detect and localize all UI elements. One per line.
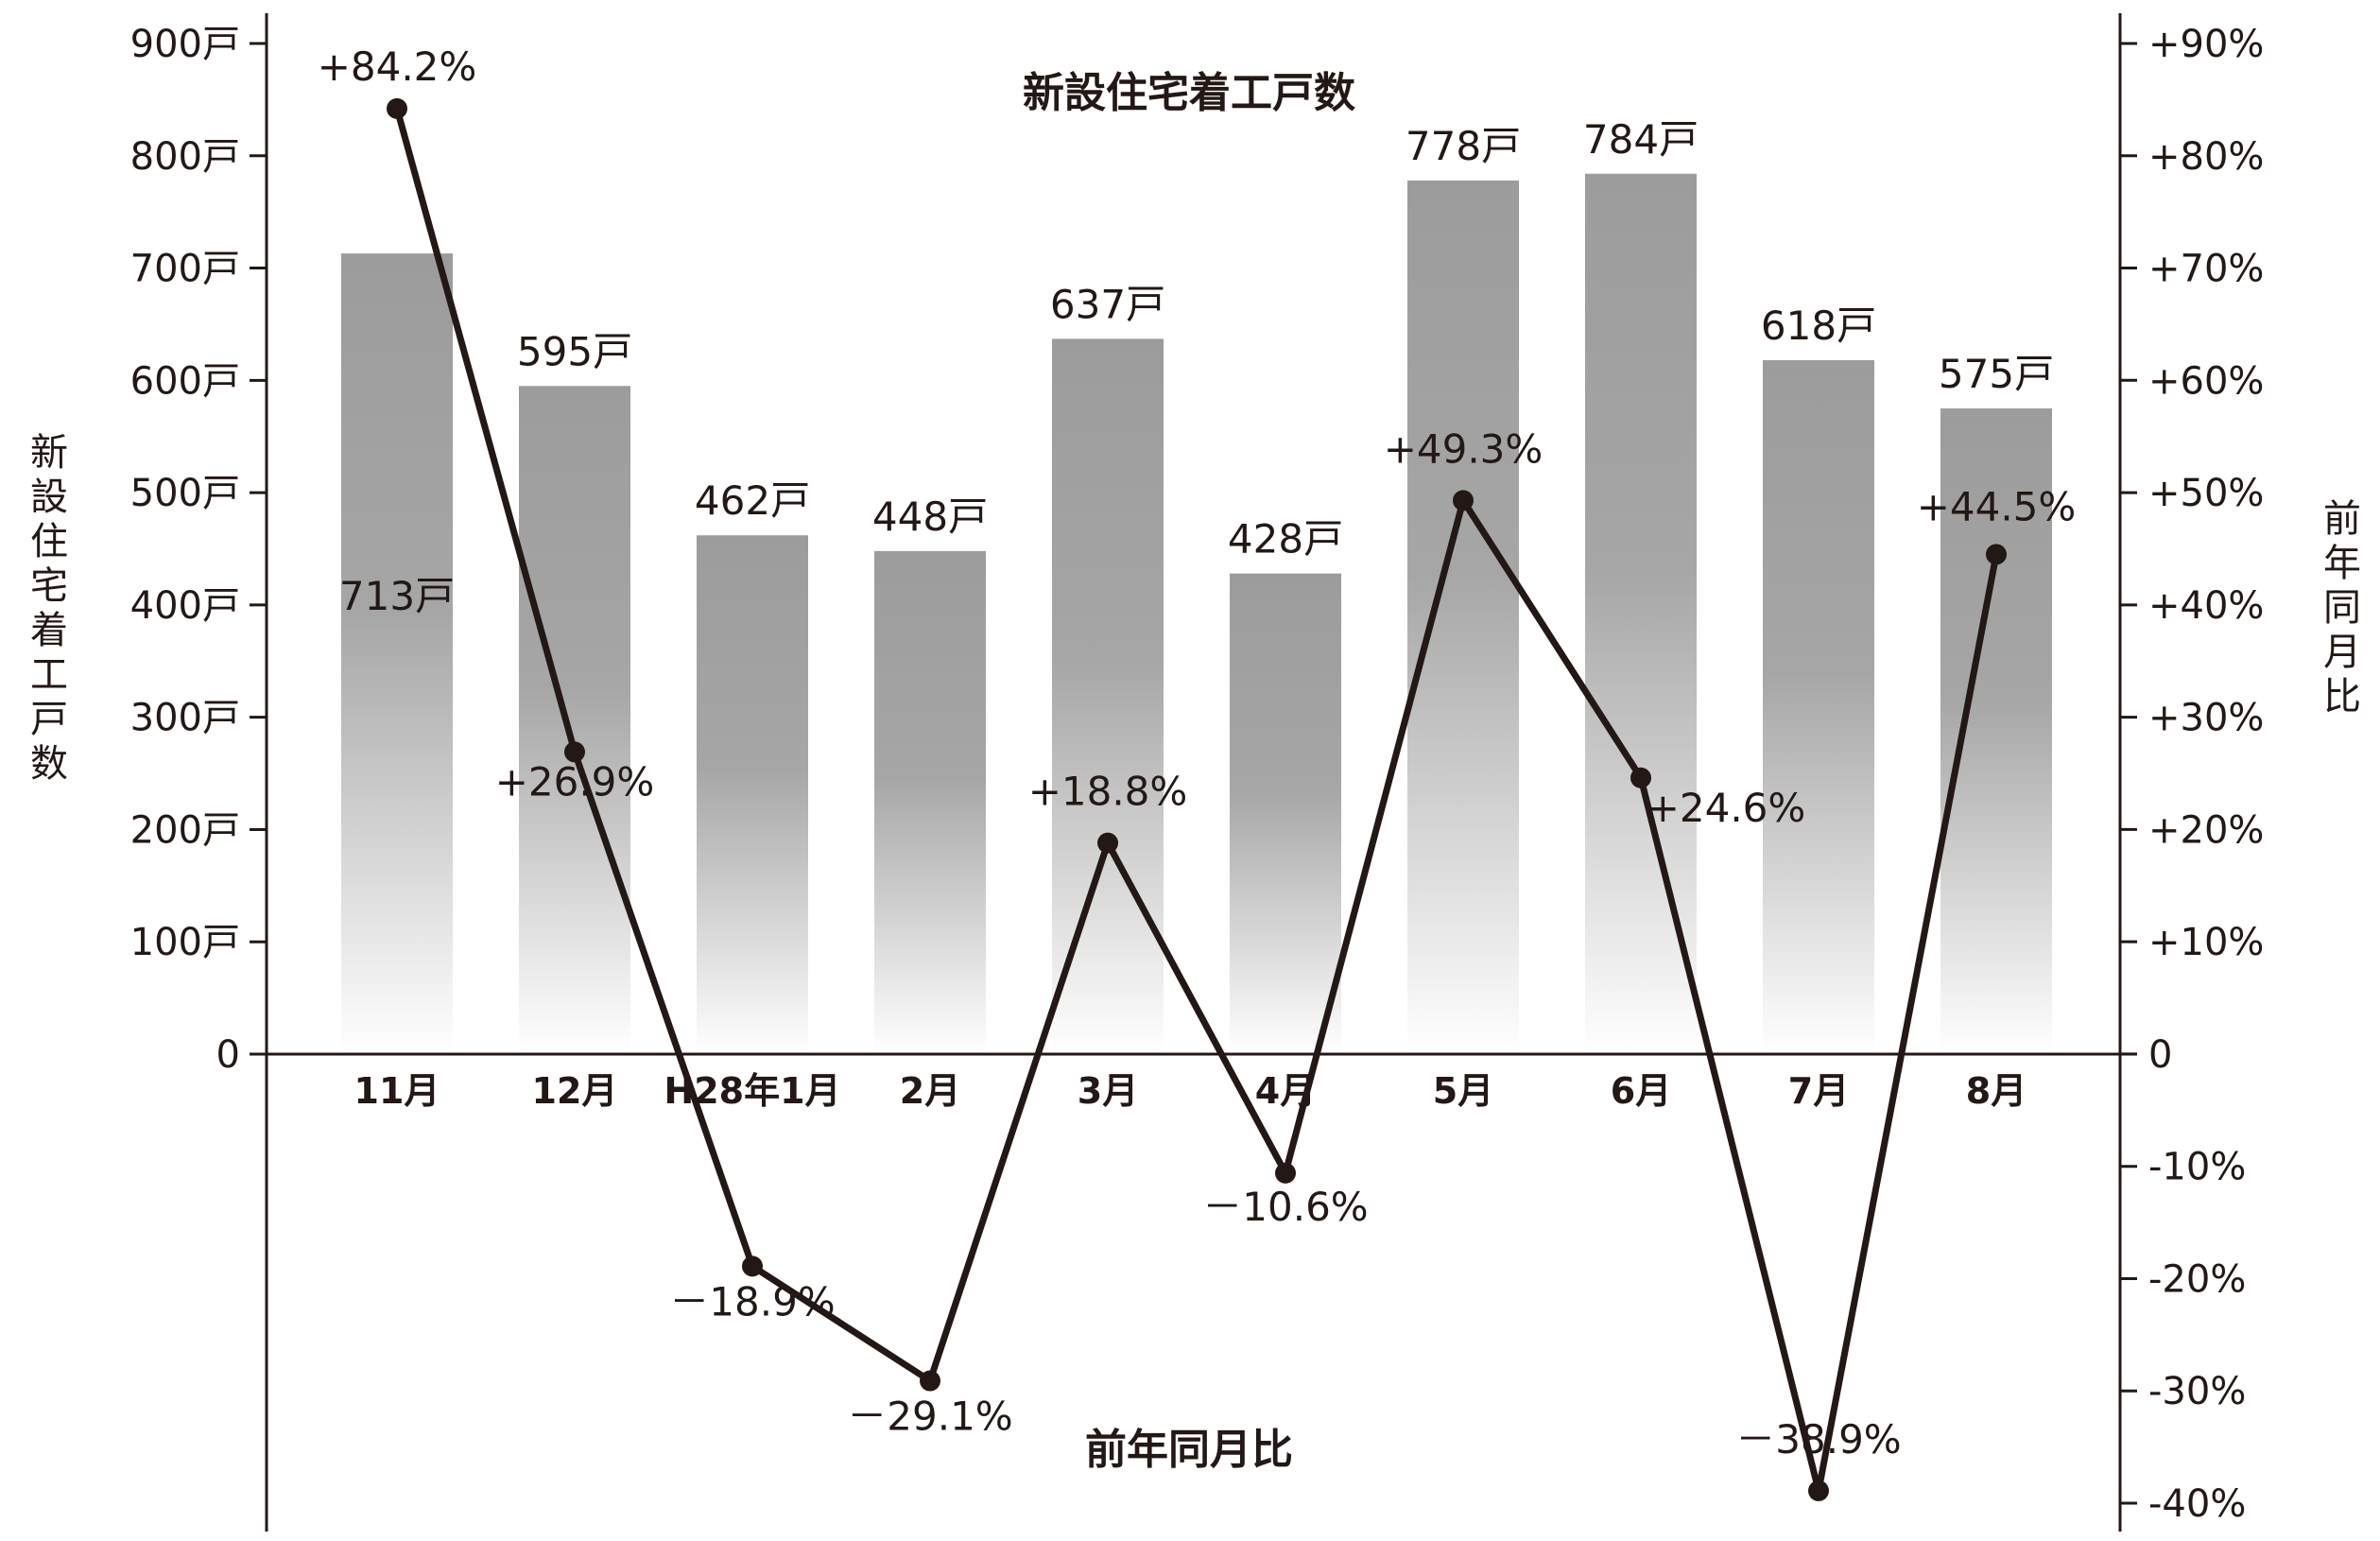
bar-value-label: 637戸 xyxy=(1050,281,1165,327)
bar xyxy=(1763,359,1874,1054)
x-tick-label: 7月 xyxy=(1788,1070,1849,1112)
y-right-tick-label: +40% xyxy=(2148,584,2264,628)
chart-title: 新設住宅着工戸数 xyxy=(1023,69,1355,117)
line-value-label: －10.6% xyxy=(1202,1184,1368,1230)
y-left-tick-label: 100戸 xyxy=(130,921,240,964)
line-point xyxy=(1986,544,2007,565)
y-left-tick-label: 200戸 xyxy=(130,808,240,852)
y-right-axis-label: 前年同月比 xyxy=(2323,497,2361,719)
bar-value-label: 595戸 xyxy=(517,328,632,374)
bar xyxy=(519,386,630,1054)
y-left-tick-label: 700戸 xyxy=(130,248,240,291)
y-right-tick-label: -40% xyxy=(2148,1482,2246,1526)
bar-value-label: 778戸 xyxy=(1406,123,1521,169)
bar xyxy=(1230,573,1341,1054)
x-tick-label: 6月 xyxy=(1611,1070,1671,1112)
y-left-tick-label: 0 xyxy=(216,1033,240,1077)
bar-value-label: 784戸 xyxy=(1583,116,1699,163)
y-right-tick-label: +20% xyxy=(2148,808,2264,852)
y-left-tick-label: 600戸 xyxy=(130,359,240,403)
x-tick-label: 3月 xyxy=(1078,1070,1138,1112)
line-point xyxy=(920,1370,940,1392)
y-left-tick-label: 800戸 xyxy=(130,135,240,179)
line-point xyxy=(1630,767,1651,788)
x-tick-label: 11月 xyxy=(354,1070,440,1112)
x-tick-label: 5月 xyxy=(1433,1070,1493,1112)
bar xyxy=(1407,180,1519,1055)
bar xyxy=(697,535,808,1054)
y-right-tick-label: +30% xyxy=(2148,697,2264,740)
line-point xyxy=(1453,490,1474,511)
bar xyxy=(1052,338,1164,1054)
line-value-label: +84.2% xyxy=(318,43,477,90)
y-right-tick-label: +80% xyxy=(2148,135,2264,179)
x-tick-label: 8月 xyxy=(1966,1070,2026,1112)
bar xyxy=(341,253,453,1054)
line-value-label: －18.9% xyxy=(669,1278,835,1325)
y-right-tick-label: -10% xyxy=(2148,1146,2246,1189)
bar xyxy=(1940,408,2052,1054)
line-value-label: +44.5% xyxy=(1917,483,2077,529)
y-right-tick-label: +10% xyxy=(2148,921,2264,964)
line-value-label: －38.9% xyxy=(1735,1416,1901,1463)
bar-value-label: 448戸 xyxy=(872,493,988,540)
line-point xyxy=(387,97,407,119)
bar-value-label: 575戸 xyxy=(1939,351,2054,397)
y-left-tick-label: 500戸 xyxy=(130,472,240,515)
line-point xyxy=(564,741,585,763)
line-point xyxy=(1097,832,1118,854)
y-left-tick-label: 900戸 xyxy=(130,23,240,66)
y-left-axis-label: 新設住宅着工戸数 xyxy=(30,431,68,786)
bar-value-label: 462戸 xyxy=(695,477,810,524)
x-tick-label: 2月 xyxy=(900,1070,960,1112)
y-left-tick-label: 400戸 xyxy=(130,584,240,628)
bar-value-label: 428戸 xyxy=(1228,516,1343,563)
y-left-tick-label: 300戸 xyxy=(130,697,240,740)
y-right-tick-label: -30% xyxy=(2148,1370,2246,1413)
y-right-tick-label: +90% xyxy=(2148,23,2264,66)
y-right-tick-label: 0 xyxy=(2148,1033,2172,1077)
y-right-tick-label: +70% xyxy=(2148,248,2264,291)
line-value-label: －29.1% xyxy=(847,1394,1012,1440)
bar xyxy=(1585,173,1697,1054)
y-right-tick-label: +50% xyxy=(2148,472,2264,515)
x-tick-label: 12月 xyxy=(532,1070,618,1112)
line-value-label: +26.9% xyxy=(495,758,655,805)
line-value-label: +18.8% xyxy=(1028,769,1188,815)
line-point xyxy=(1808,1480,1829,1501)
line-point xyxy=(742,1255,763,1277)
y-right-tick-label: +60% xyxy=(2148,359,2264,403)
line-value-label: +24.6% xyxy=(1647,785,1806,831)
line-series-title: 前年同月比 xyxy=(1085,1426,1293,1474)
line-value-label: +49.3% xyxy=(1384,425,1544,472)
bar-value-label: 618戸 xyxy=(1761,303,1876,349)
line-series-path xyxy=(393,107,2000,1492)
bar-value-label: 713戸 xyxy=(339,573,455,619)
line-point xyxy=(1275,1162,1296,1184)
y-right-tick-label: -20% xyxy=(2148,1257,2246,1301)
bar xyxy=(874,550,986,1054)
